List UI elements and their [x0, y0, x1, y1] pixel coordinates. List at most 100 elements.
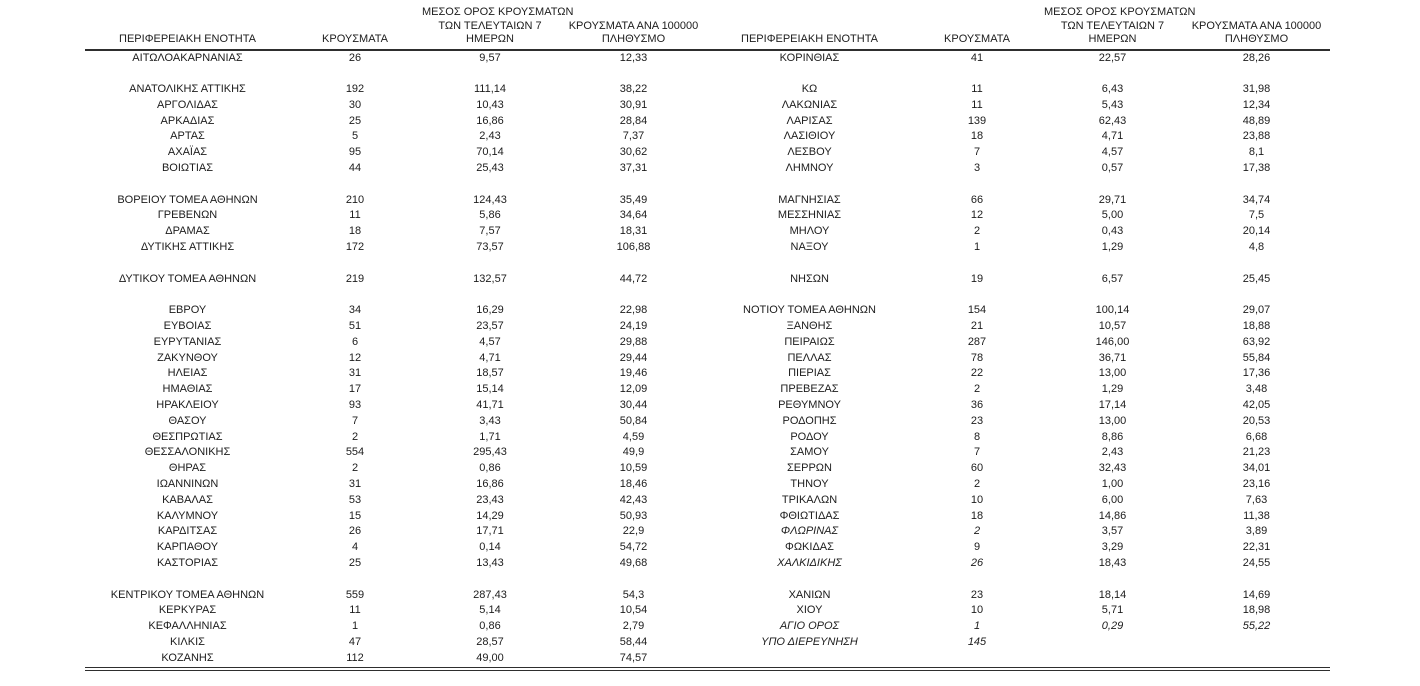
cell-region: ΑΧΑΪΑΣ	[167, 146, 208, 159]
cell-cases: 51	[348, 320, 362, 333]
cell-7day-average	[420, 66, 560, 82]
cell-region: ΒΟΡΕΙΟΥ ΤΟΜΕΑ ΑΘΗΝΩΝ	[117, 193, 258, 206]
cell-cases: 154	[967, 304, 987, 317]
cell-7day-average: 295,43	[473, 446, 507, 459]
cell-cases: 139	[967, 114, 987, 127]
table-row: ΚΕΡΚΥΡΑΣ 11 5,14 10,54 ΧΙΟΥ 10 5,71 18,9…	[85, 603, 1330, 619]
cell-region: ΚΟΡΙΝΘΙΑΣ	[779, 51, 840, 64]
cell-cases: 1	[351, 620, 359, 633]
cell-cases-per-100k: 31,98	[1242, 83, 1271, 96]
cell-7day-average: 1,71	[479, 430, 501, 443]
cell-region: ΣΕΡΡΩΝ	[787, 462, 832, 475]
cell-cases: 60	[970, 462, 984, 475]
cell-cases: 26	[348, 51, 362, 64]
cell-region: ΧΑΝΙΩΝ	[788, 588, 831, 601]
cell-cases-per-100k: 11,38	[1243, 509, 1270, 522]
cell-cases-per-100k: 35,49	[619, 193, 648, 206]
cell-7day-average: 17,14	[1098, 399, 1127, 412]
cell-cases: 47	[348, 635, 362, 648]
cell-7day-average: 13,00	[1098, 414, 1127, 427]
header-cases-per-100k-right: ΚΡΟΥΣΜΑΤΑ ΑΝΑ 100000 ΠΛΗΘΥΣΜΟ	[1183, 6, 1330, 51]
cell-region: ΒΟΙΩΤΙΑΣ	[161, 162, 214, 175]
table-row: ΙΩΑΝΝΙΝΩΝ 31 16,86 18,46 ΤΗΝΟΥ 2 1,00 23…	[85, 477, 1330, 493]
cell-cases-per-100k	[1183, 572, 1330, 588]
cell-cases-per-100k: 63,92	[1242, 335, 1271, 348]
cell-cases-per-100k: 12,09	[619, 383, 648, 396]
cell-region: ΗΡΑΚΛΕΙΟΥ	[156, 399, 219, 412]
table-row: ΗΜΑΘΙΑΣ 17 15,14 12,09 ΠΡΕΒΕΖΑΣ 2 1,29 3…	[85, 382, 1330, 398]
cell-cases-per-100k: 55,22	[1242, 620, 1271, 633]
cell-cases: 18	[970, 509, 984, 522]
cell-7day-average: 22,57	[1098, 51, 1127, 64]
header-region-left: ΠΕΡΙΦΕΡΕΙΑΚΗ ΕΝΟΤΗΤΑ	[85, 6, 290, 51]
cell-region: ΦΩΚΙΔΑΣ	[785, 541, 834, 554]
cell-7day-average: 14,86	[1098, 509, 1127, 522]
cell-region: ΥΠΟ ΔΙΕΡΕΥΝΗΣΗ	[761, 635, 858, 648]
cell-cases	[290, 287, 420, 303]
cell-region: ΚΟΖΑΝΗΣ	[85, 650, 290, 671]
cell-cases-per-100k	[560, 66, 707, 82]
cell-cases: 53	[348, 493, 362, 506]
cell-7day-average: 0,86	[479, 462, 501, 475]
cell-cases: 7	[973, 446, 981, 459]
cell-cases-per-100k: 22,9	[622, 525, 645, 538]
cell-7day-average: 13,43	[476, 557, 504, 569]
cell-region: ΚΕΡΚΥΡΑΣ	[158, 604, 217, 617]
cell-7day-average: 14,29	[476, 509, 504, 522]
cell-cases: 1	[973, 241, 981, 254]
cell-region: ΑΓΙΟ ΟΡΟΣ	[779, 620, 840, 633]
cell-cases: 2	[973, 478, 981, 491]
cell-7day-average: 15,14	[476, 383, 504, 396]
cell-region: ΔΥΤΙΚΟΥ ΤΟΜΕΑ ΑΘΗΝΩΝ	[118, 272, 257, 285]
cell-cases-per-100k: 50,84	[619, 414, 648, 427]
cell-cases: 18	[348, 225, 362, 238]
cell-region: ΙΩΑΝΝΙΝΩΝ	[156, 478, 219, 491]
cell-7day-average: 5,43	[1101, 98, 1124, 111]
cell-region: ΑΝΑΤΟΛΙΚΗΣ ΑΤΤΙΚΗΣ	[129, 83, 246, 96]
cell-cases: 3	[973, 162, 981, 175]
table-row: ΓΡΕΒΕΝΩΝ 11 5,86 34,64 ΜΕΣΣΗΝΙΑΣ 12 5,00…	[85, 208, 1330, 224]
cell-cases-per-100k: 37,31	[619, 162, 648, 175]
cell-region: ΧΙΟΥ	[796, 604, 823, 617]
cell-7day-average: 18,14	[1098, 588, 1127, 601]
cell-region	[707, 177, 912, 193]
cell-cases-per-100k: 28,84	[619, 114, 648, 127]
cell-region: ΔΡΑΜΑΣ	[165, 225, 210, 238]
table-row: ΚΑΡΔΙΤΣΑΣ 26 17,71 22,9 ΦΛΩΡΙΝΑΣ 2 3,57 …	[85, 524, 1330, 540]
cell-7day-average: 0,57	[1101, 162, 1124, 175]
cell-cases: 25	[348, 114, 362, 127]
cell-cases-per-100k: 22,31	[1242, 541, 1271, 554]
table-row: ΚΕΦΑΛΛΗΝΙΑΣ 1 0,86 2,79 ΑΓΙΟ ΟΡΟΣ 1 0,29…	[85, 619, 1330, 635]
table-row: ΚΟΖΑΝΗΣ 112 49,00 74,57	[85, 650, 1330, 671]
cell-cases-per-100k: 24,19	[619, 320, 648, 333]
cell-cases-per-100k: 18,31	[619, 225, 648, 238]
cell-cases-per-100k: 18,88	[1242, 320, 1271, 333]
table-row: ΑΡΚΑΔΙΑΣ 25 16,86 28,84 ΛΑΡΙΣΑΣ 139 62,4…	[85, 114, 1330, 130]
cell-7day-average: 146,00	[1095, 335, 1130, 348]
table-row: ΚΑΛΥΜΝΟΥ 15 14,29 50,93 ΦΘΙΩΤΙΔΑΣ 18 14,…	[85, 509, 1330, 525]
cell-cases-per-100k	[560, 287, 707, 303]
header-region-right: ΠΕΡΙΦΕΡΕΙΑΚΗ ΕΝΟΤΗΤΑ	[707, 6, 912, 51]
cell-cases-per-100k: 17,38	[1242, 162, 1271, 175]
cell-cases	[290, 256, 420, 272]
cell-region: ΦΛΩΡΙΝΑΣ	[780, 525, 839, 538]
cell-7day-average: 62,43	[1098, 114, 1127, 127]
cell-cases-per-100k: 49,68	[619, 557, 648, 569]
cell-cases-per-100k	[560, 572, 707, 588]
cell-cases	[912, 287, 1042, 303]
table-row: ΘΕΣΣΑΛΟΝΙΚΗΣ 554 295,43 49,9 ΣΑΜΟΥ 7 2,4…	[85, 445, 1330, 461]
cell-cases: 17	[348, 383, 362, 396]
cell-cases: 172	[345, 241, 365, 254]
cell-7day-average: 9,57	[479, 51, 501, 64]
cell-region: ΛΑΣΙΘΙΟΥ	[783, 130, 836, 143]
cell-cases: 41	[970, 51, 984, 64]
cell-cases-per-100k	[560, 177, 707, 193]
table-row: ΒΟΡΕΙΟΥ ΤΟΜΕΑ ΑΘΗΝΩΝ 210 124,43 35,49 ΜΑ…	[85, 193, 1330, 209]
cell-cases-per-100k: 20,53	[1242, 414, 1271, 427]
cell-7day-average: 8,86	[1101, 430, 1124, 443]
cell-cases: 9	[973, 541, 981, 554]
table-body: ΑΙΤΩΛΟΑΚΑΡΝΑΝΙΑΣ 26 9,57 12,33 ΚΟΡΙΝΘΙΑΣ…	[85, 50, 1330, 671]
cell-7day-average: 2,43	[479, 130, 501, 143]
cell-cases-per-100k: 34,74	[1242, 193, 1271, 206]
cell-7day-average: 3,57	[1101, 525, 1124, 538]
